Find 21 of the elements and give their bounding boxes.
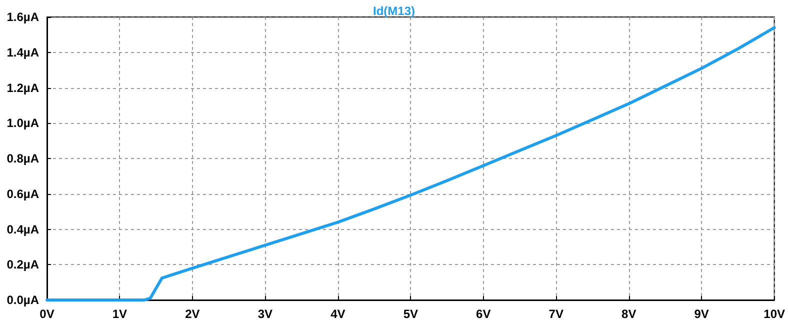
y-tick-label: 1.2µA <box>6 80 40 95</box>
x-tick-label: 7V <box>548 307 564 321</box>
x-tick-label: 6V <box>476 307 491 321</box>
y-tick-label: 0.8µA <box>6 152 40 166</box>
x-tick-label: 1V <box>112 307 128 321</box>
x-tick-label: 0V <box>40 307 54 321</box>
y-tick-label: 1.6µA <box>6 10 40 24</box>
x-tick-label: 5V <box>403 307 418 321</box>
x-tick-label: 3V <box>258 307 273 321</box>
x-tick-label: 10V <box>764 307 786 321</box>
y-tick-label: 0.0µA <box>6 293 40 307</box>
y-tick-label: 1.4µA <box>6 45 40 60</box>
x-tick-label: 4V <box>330 307 346 321</box>
x-tick-label: 9V <box>694 307 709 321</box>
chart-title: Id(M13) <box>373 4 416 18</box>
x-tick-label: 8V <box>622 307 636 321</box>
y-tick-label: 0.6µA <box>6 186 40 201</box>
y-tick-label: 0.2µA <box>6 258 40 272</box>
y-tick-label: 0.4µA <box>6 222 40 236</box>
y-tick-label: 1.0µA <box>6 116 40 130</box>
x-tick-label: 2V <box>185 307 200 321</box>
